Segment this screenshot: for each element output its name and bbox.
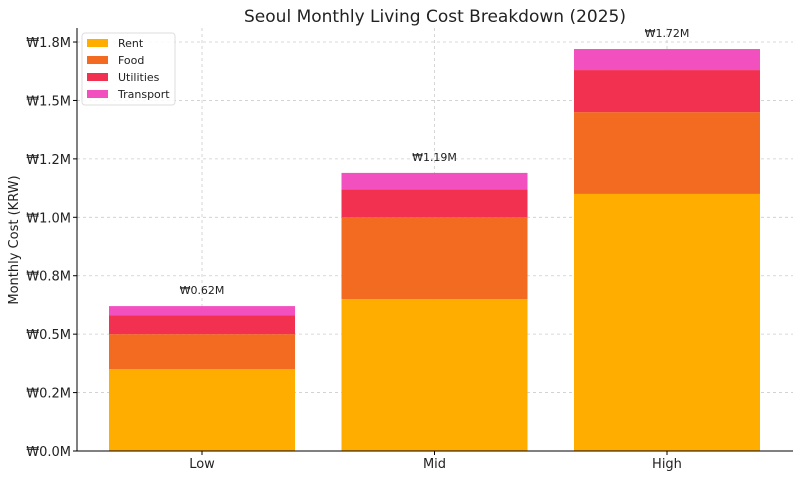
total-label: ₩1.19M bbox=[412, 151, 457, 164]
bar-rent-low bbox=[109, 369, 295, 451]
y-tick-label: ₩1.5M bbox=[26, 94, 71, 109]
y-tick-label: ₩1.0M bbox=[26, 211, 71, 226]
bar-transport-high bbox=[574, 49, 760, 71]
y-tick-label: ₩0.5M bbox=[26, 328, 71, 343]
legend-swatch-food bbox=[87, 56, 108, 64]
y-tick-label: ₩1.8M bbox=[26, 36, 71, 51]
bar-transport-low bbox=[109, 306, 295, 316]
y-axis-label: Monthly Cost (KRW) bbox=[7, 175, 22, 304]
bar-rent-high bbox=[574, 193, 760, 452]
x-tick-label: High bbox=[652, 457, 682, 472]
y-tick-label: ₩0.0M bbox=[26, 445, 71, 460]
y-tick-label: ₩0.2M bbox=[26, 387, 71, 402]
legend-label: Transport bbox=[117, 88, 170, 101]
legend-swatch-utilities bbox=[87, 73, 108, 81]
bar-utilities-low bbox=[109, 315, 295, 335]
bar-utilities-mid bbox=[341, 189, 528, 218]
bar-food-low bbox=[109, 334, 295, 370]
legend-swatch-transport bbox=[87, 90, 108, 98]
legend-box bbox=[81, 32, 176, 106]
total-label: ₩0.62M bbox=[180, 284, 225, 297]
y-tick-label: ₩1.2M bbox=[26, 153, 71, 168]
x-tick-label: Low bbox=[189, 457, 215, 472]
chart-title: Seoul Monthly Living Cost Breakdown (202… bbox=[244, 7, 626, 27]
bar-rent-mid bbox=[341, 299, 528, 451]
legend-label: Utilities bbox=[118, 71, 160, 84]
bar-transport-mid bbox=[341, 172, 528, 190]
legend-swatch-rent bbox=[87, 39, 108, 47]
x-tick-label: Mid bbox=[423, 457, 446, 472]
y-tick-label: ₩0.8M bbox=[26, 270, 71, 285]
total-label: ₩1.72M bbox=[645, 27, 690, 40]
legend-label: Food bbox=[118, 54, 144, 67]
bar-food-high bbox=[574, 112, 760, 194]
bar-utilities-high bbox=[574, 70, 760, 113]
bar-food-mid bbox=[341, 217, 528, 300]
legend-label: Rent bbox=[118, 37, 144, 50]
legend: Rent Food Utilities Transport bbox=[81, 32, 176, 106]
